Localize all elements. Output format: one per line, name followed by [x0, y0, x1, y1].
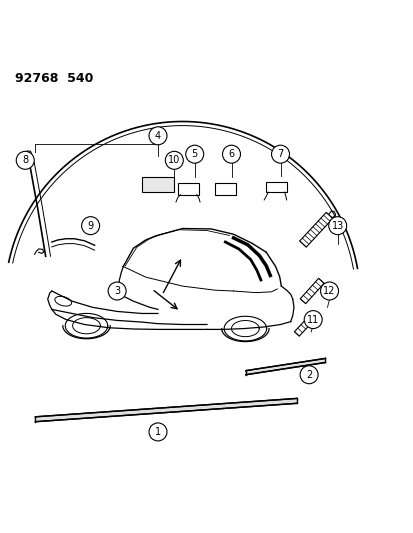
- Text: 8: 8: [22, 155, 28, 165]
- Polygon shape: [36, 399, 296, 422]
- Text: 3: 3: [114, 286, 120, 296]
- Polygon shape: [245, 358, 325, 375]
- Text: 13: 13: [331, 221, 343, 231]
- Text: 2: 2: [305, 370, 311, 379]
- Text: 92768  540: 92768 540: [15, 72, 93, 85]
- Polygon shape: [299, 212, 332, 247]
- Text: 10: 10: [168, 155, 180, 165]
- Text: 9: 9: [87, 221, 93, 231]
- Circle shape: [81, 217, 100, 235]
- Circle shape: [271, 145, 289, 163]
- Text: 11: 11: [306, 314, 318, 325]
- Text: 4: 4: [154, 131, 161, 141]
- Text: 1: 1: [154, 427, 161, 437]
- FancyBboxPatch shape: [215, 183, 235, 195]
- Circle shape: [149, 423, 166, 441]
- Circle shape: [149, 127, 166, 145]
- Polygon shape: [294, 314, 315, 336]
- Circle shape: [304, 311, 321, 328]
- Circle shape: [320, 282, 338, 300]
- Circle shape: [328, 217, 346, 235]
- Text: 7: 7: [277, 149, 283, 159]
- FancyBboxPatch shape: [141, 177, 174, 192]
- Text: 6: 6: [228, 149, 234, 159]
- FancyBboxPatch shape: [178, 183, 198, 195]
- Text: 5: 5: [191, 149, 197, 159]
- Text: 12: 12: [323, 286, 335, 296]
- Circle shape: [222, 145, 240, 163]
- Circle shape: [16, 151, 34, 169]
- Circle shape: [299, 366, 317, 384]
- FancyBboxPatch shape: [266, 182, 286, 192]
- Circle shape: [165, 151, 183, 169]
- Circle shape: [108, 282, 126, 300]
- Polygon shape: [299, 278, 323, 304]
- Circle shape: [185, 145, 203, 163]
